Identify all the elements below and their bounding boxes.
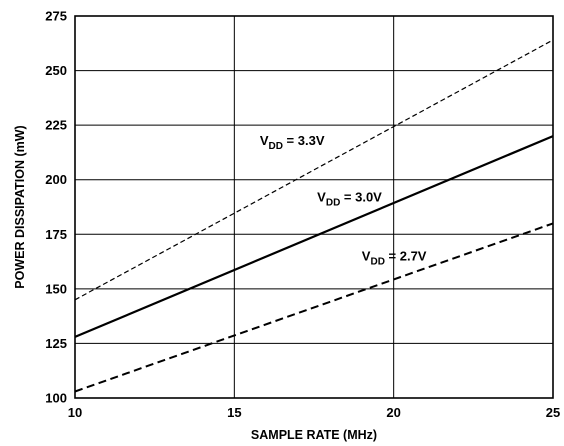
x-tick-label: 10 xyxy=(68,405,82,420)
y-tick-label: 150 xyxy=(45,281,67,296)
series-annotations: VDD = 3.3V VDD = 3.0V VDD = 2.7V xyxy=(260,133,427,268)
y-tick-label: 100 xyxy=(45,391,67,406)
x-axis-title: SAMPLE RATE (MHz) xyxy=(251,428,377,442)
x-tick-label: 20 xyxy=(386,405,400,420)
grid-lines xyxy=(75,16,553,398)
y-tick-label: 250 xyxy=(45,63,67,78)
series-label-0: VDD = 3.3V xyxy=(260,133,325,152)
series-label-1: VDD = 3.0V xyxy=(317,190,382,209)
y-tick-label: 225 xyxy=(45,118,67,133)
series-lines xyxy=(74,39,554,393)
series-line-1 xyxy=(74,135,554,338)
x-tick-labels: 10 15 20 25 xyxy=(68,405,560,420)
y-tick-labels: 100 125 150 175 200 225 250 275 xyxy=(45,9,67,406)
x-tick-label: 15 xyxy=(227,405,241,420)
plot-frame xyxy=(74,15,554,399)
y-tick-label: 200 xyxy=(45,172,67,187)
series-line-0 xyxy=(74,39,554,301)
series-line-2 xyxy=(74,222,554,393)
y-tick-label: 125 xyxy=(45,336,67,351)
x-tick-label: 25 xyxy=(546,405,560,420)
y-axis-title: POWER DISSIPATION (mW) xyxy=(13,125,27,288)
series-label-2: VDD = 2.7V xyxy=(362,248,427,267)
y-tick-label: 175 xyxy=(45,227,67,242)
y-tick-label: 275 xyxy=(45,9,67,24)
